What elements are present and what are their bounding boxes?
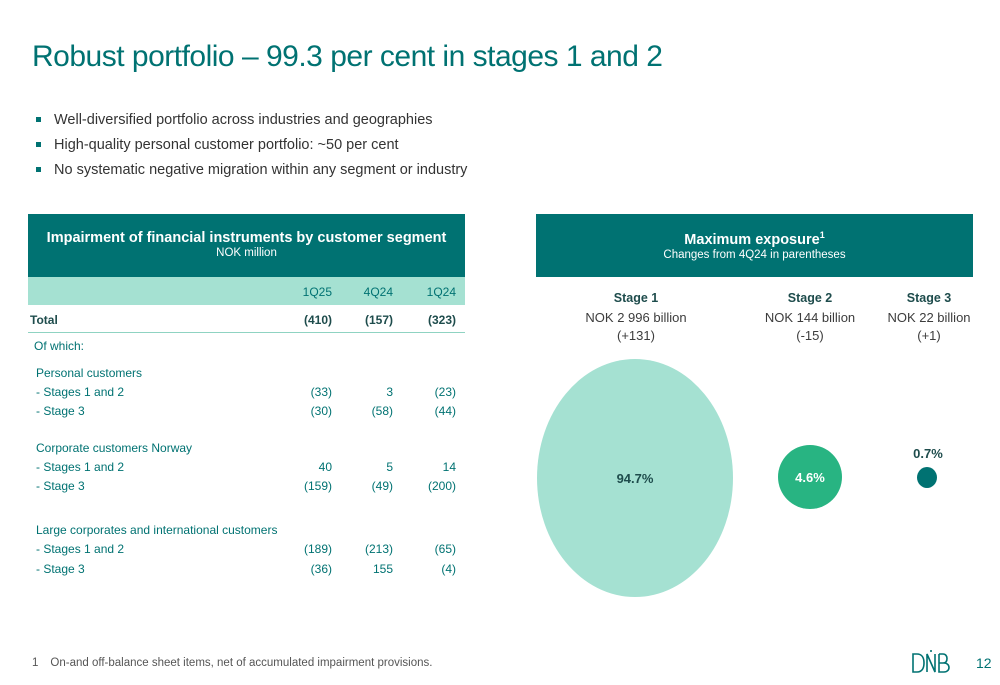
cell-value: (23) [434, 385, 456, 399]
dnb-logo [911, 650, 951, 682]
column-header: 4Q24 [363, 285, 393, 299]
bullet-item: Well-diversified portfolio across indust… [36, 108, 467, 133]
cell-value: (30) [310, 404, 332, 418]
bullet-list: Well-diversified portfolio across indust… [36, 108, 467, 183]
stage-value: NOK 22 billion [887, 310, 971, 325]
spacer [28, 420, 465, 438]
cell-value: 3 [386, 385, 393, 399]
table-row: - Stage 3 (30) (58) (44) [28, 401, 465, 420]
table-row: - Stages 1 and 2 (189) (213) (65) [28, 539, 465, 559]
stage-value: NOK 144 billion [764, 310, 856, 325]
impairment-table-header: Impairment of financial instruments by c… [28, 214, 465, 277]
stage-2-info: Stage 2 NOK 144 billion (-15) [735, 291, 885, 345]
exposure-title-text: Maximum exposure [684, 231, 820, 248]
section-header: Personal customers [28, 363, 465, 382]
stage-2-bubble: 4.6% [778, 445, 842, 509]
cell-value: (33) [310, 385, 332, 399]
stage-value: NOK 2 996 billion [585, 310, 687, 325]
spacer [28, 495, 465, 520]
of-which-row: Of which: [28, 333, 465, 363]
column-header: 1Q25 [302, 285, 332, 299]
cell-value: (159) [303, 479, 332, 493]
row-label: Total [30, 313, 58, 327]
stage-1-info: Stage 1 NOK 2 996 billion (+131) [561, 291, 711, 345]
cell-value: (58) [371, 404, 393, 418]
table-row: - Stages 1 and 2 (33) 3 (23) [28, 382, 465, 401]
stage-change: (-15) [796, 328, 824, 343]
section-name: Personal customers [36, 366, 143, 380]
page-title: Robust portfolio – 99.3 per cent in stag… [32, 40, 663, 73]
cell-value: (49) [371, 479, 393, 493]
table-row: - Stage 3 (36) 155 (4) [28, 559, 465, 578]
cell-value: (323) [427, 313, 456, 327]
cell-value: (189) [303, 542, 332, 556]
footnote: 1 On-and off-balance sheet items, net of … [32, 657, 432, 669]
footnote-text: On-and off-balance sheet items, net of a… [50, 657, 433, 669]
stage-name: Stage 3 [906, 291, 952, 305]
stage-1-share: 94.7% [616, 470, 654, 486]
total-row: Total (410) (157) (323) [28, 305, 465, 333]
cell-value: (65) [434, 542, 456, 556]
exposure-title: Maximum exposure1 [536, 230, 973, 248]
cell-value: 5 [386, 460, 393, 474]
page-number: 12 [976, 655, 992, 671]
of-which-label: Of which: [34, 339, 85, 353]
row-label: - Stage 3 [36, 479, 85, 493]
dnb-logo-mark [912, 650, 950, 673]
bullet-item: No systematic negative migration within … [36, 158, 467, 183]
cell-value: (410) [303, 313, 332, 327]
cell-value: (4) [441, 562, 456, 576]
section-name: Large corporates and international custo… [36, 523, 278, 537]
cell-value: (200) [427, 479, 456, 493]
cell-value: (157) [364, 313, 393, 327]
impairment-table: Impairment of financial instruments by c… [28, 214, 465, 578]
cell-value: 40 [318, 460, 332, 474]
row-label: - Stages 1 and 2 [36, 385, 125, 399]
impairment-table-title: Impairment of financial instruments by c… [46, 230, 447, 246]
stage-name: Stage 2 [787, 291, 833, 305]
cell-value: (44) [434, 404, 456, 418]
table-row: - Stages 1 and 2 40 5 14 [28, 457, 465, 476]
cell-value: 14 [442, 460, 456, 474]
stage-change: (+1) [917, 328, 941, 343]
stage-name: Stage 1 [613, 291, 659, 305]
section-header: Corporate customers Norway [28, 438, 465, 457]
stage-3-share: 0.7% [913, 446, 943, 461]
stage-3-info: Stage 3 NOK 22 billion (+1) [854, 291, 1000, 345]
cell-value: 155 [372, 562, 393, 576]
section-header: Large corporates and international custo… [28, 520, 465, 539]
exposure-header: Maximum exposure1 Changes from 4Q24 in p… [536, 214, 973, 277]
stage-3-bubble [917, 467, 937, 488]
footnote-marker: 1 [819, 230, 825, 240]
stage-change: (+131) [617, 328, 655, 343]
stage-2-share: 4.6% [795, 469, 825, 485]
exposure-subtitle: Changes from 4Q24 in parentheses [663, 248, 846, 261]
row-label: - Stages 1 and 2 [36, 460, 125, 474]
row-label: - Stage 3 [36, 404, 85, 418]
impairment-table-subtitle: NOK million [216, 247, 277, 259]
cell-value: (213) [364, 542, 393, 556]
row-label: - Stage 3 [36, 562, 85, 576]
column-header: 1Q24 [426, 285, 456, 299]
bullet-item: High-quality personal customer portfolio… [36, 133, 467, 158]
section-name: Corporate customers Norway [36, 441, 193, 455]
cell-value: (36) [310, 562, 332, 576]
column-header-row: 1Q25 4Q24 1Q24 [28, 277, 465, 305]
table-row: - Stage 3 (159) (49) (200) [28, 476, 465, 495]
row-label: - Stages 1 and 2 [36, 542, 125, 556]
stage-1-bubble: 94.7% [537, 359, 733, 597]
footnote-number: 1 [32, 657, 39, 669]
